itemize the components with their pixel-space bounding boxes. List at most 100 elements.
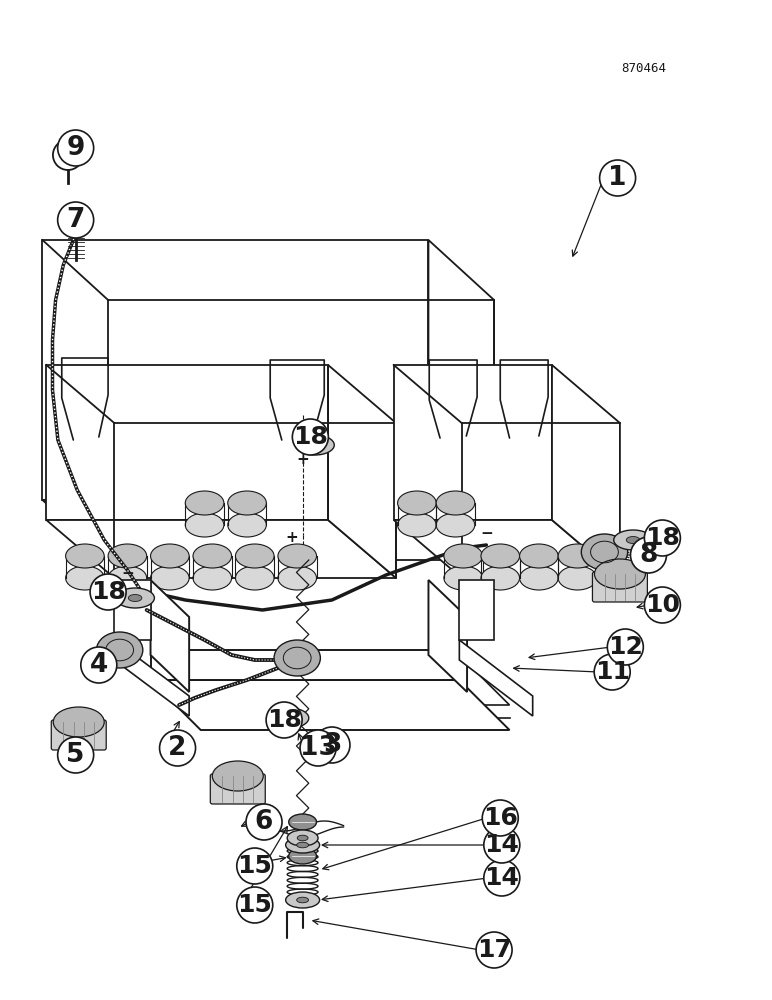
Ellipse shape bbox=[296, 842, 309, 848]
Polygon shape bbox=[42, 500, 494, 560]
Text: 17: 17 bbox=[476, 938, 512, 962]
Polygon shape bbox=[328, 365, 396, 578]
Polygon shape bbox=[151, 655, 510, 705]
Polygon shape bbox=[46, 365, 328, 520]
FancyBboxPatch shape bbox=[210, 774, 266, 804]
Text: 870464: 870464 bbox=[621, 62, 666, 75]
Ellipse shape bbox=[520, 566, 558, 590]
Ellipse shape bbox=[151, 566, 189, 590]
Circle shape bbox=[58, 737, 93, 773]
Ellipse shape bbox=[558, 566, 597, 590]
Text: 18: 18 bbox=[266, 708, 302, 732]
Ellipse shape bbox=[614, 530, 652, 550]
Text: 2: 2 bbox=[168, 735, 187, 761]
Circle shape bbox=[645, 520, 680, 556]
Ellipse shape bbox=[274, 640, 320, 676]
Circle shape bbox=[237, 887, 273, 923]
Ellipse shape bbox=[296, 897, 309, 903]
Text: 16: 16 bbox=[482, 806, 518, 830]
Ellipse shape bbox=[436, 513, 475, 537]
Circle shape bbox=[160, 730, 195, 766]
Text: 9: 9 bbox=[66, 135, 85, 161]
Ellipse shape bbox=[53, 707, 104, 737]
Text: 12: 12 bbox=[608, 635, 643, 659]
Circle shape bbox=[484, 860, 520, 896]
Ellipse shape bbox=[278, 566, 317, 590]
Text: −: − bbox=[480, 526, 493, 540]
Ellipse shape bbox=[270, 708, 309, 728]
Ellipse shape bbox=[108, 566, 147, 590]
Ellipse shape bbox=[558, 544, 597, 568]
Ellipse shape bbox=[66, 544, 104, 568]
Ellipse shape bbox=[444, 566, 482, 590]
Ellipse shape bbox=[228, 491, 266, 515]
Polygon shape bbox=[114, 580, 151, 640]
Ellipse shape bbox=[278, 544, 317, 568]
Polygon shape bbox=[114, 640, 189, 716]
FancyBboxPatch shape bbox=[592, 572, 648, 602]
Circle shape bbox=[600, 160, 635, 196]
Circle shape bbox=[645, 587, 680, 623]
Polygon shape bbox=[46, 520, 396, 578]
Ellipse shape bbox=[308, 442, 322, 449]
Circle shape bbox=[293, 419, 328, 455]
Polygon shape bbox=[552, 365, 620, 578]
Ellipse shape bbox=[116, 588, 154, 608]
Text: 18: 18 bbox=[90, 580, 126, 604]
Text: 3: 3 bbox=[323, 732, 341, 758]
Circle shape bbox=[237, 848, 273, 884]
Ellipse shape bbox=[297, 835, 308, 841]
Circle shape bbox=[631, 537, 666, 573]
Ellipse shape bbox=[444, 544, 482, 568]
Circle shape bbox=[314, 727, 350, 763]
Ellipse shape bbox=[108, 544, 147, 568]
Text: 14: 14 bbox=[484, 833, 520, 857]
Circle shape bbox=[90, 574, 126, 610]
Ellipse shape bbox=[520, 544, 558, 568]
Text: 15: 15 bbox=[237, 854, 273, 878]
Ellipse shape bbox=[128, 594, 142, 601]
Circle shape bbox=[81, 647, 117, 683]
Text: +: + bbox=[296, 452, 309, 468]
Text: 6: 6 bbox=[255, 809, 273, 835]
Ellipse shape bbox=[481, 566, 520, 590]
Circle shape bbox=[300, 730, 336, 766]
Polygon shape bbox=[42, 240, 428, 500]
Polygon shape bbox=[459, 580, 494, 640]
Text: 13: 13 bbox=[300, 735, 337, 761]
Ellipse shape bbox=[151, 544, 189, 568]
Ellipse shape bbox=[193, 544, 232, 568]
Polygon shape bbox=[428, 580, 467, 692]
Ellipse shape bbox=[287, 830, 318, 846]
Polygon shape bbox=[151, 580, 189, 692]
Text: +: + bbox=[286, 530, 298, 546]
Ellipse shape bbox=[398, 513, 436, 537]
Ellipse shape bbox=[235, 544, 274, 568]
Text: −: − bbox=[121, 565, 134, 580]
Ellipse shape bbox=[66, 566, 104, 590]
Ellipse shape bbox=[436, 491, 475, 515]
Ellipse shape bbox=[193, 566, 232, 590]
Text: 18: 18 bbox=[645, 526, 680, 550]
Circle shape bbox=[58, 202, 93, 238]
Ellipse shape bbox=[212, 761, 263, 791]
Ellipse shape bbox=[283, 714, 296, 722]
Ellipse shape bbox=[289, 814, 317, 830]
Text: 8: 8 bbox=[639, 542, 658, 568]
Text: 4: 4 bbox=[90, 652, 108, 678]
Ellipse shape bbox=[296, 435, 334, 455]
Circle shape bbox=[58, 130, 93, 166]
Ellipse shape bbox=[581, 534, 628, 570]
FancyBboxPatch shape bbox=[51, 720, 107, 750]
Circle shape bbox=[484, 827, 520, 863]
Ellipse shape bbox=[286, 837, 320, 853]
Text: 14: 14 bbox=[484, 866, 520, 890]
Polygon shape bbox=[394, 520, 620, 578]
Circle shape bbox=[482, 800, 518, 836]
Ellipse shape bbox=[185, 513, 224, 537]
Ellipse shape bbox=[228, 513, 266, 537]
Polygon shape bbox=[151, 650, 459, 680]
Ellipse shape bbox=[289, 848, 317, 864]
Ellipse shape bbox=[398, 491, 436, 515]
Text: 11: 11 bbox=[594, 660, 630, 684]
